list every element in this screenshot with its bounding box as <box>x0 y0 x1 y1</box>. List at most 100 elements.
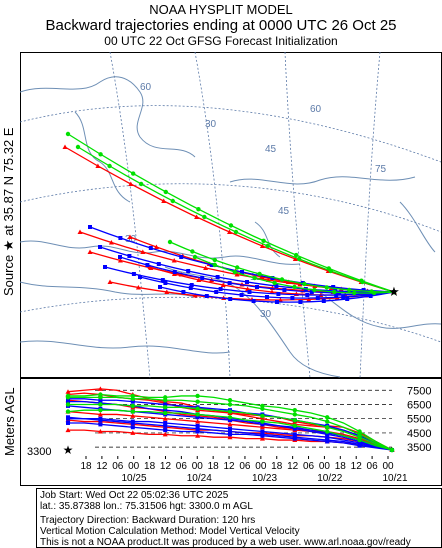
height-marker <box>228 429 232 434</box>
time-tick-label: 18 <box>335 461 347 472</box>
map-marker <box>275 300 279 304</box>
map-marker <box>163 281 168 285</box>
map-marker <box>209 263 214 267</box>
map-marker <box>202 214 207 220</box>
date-tick-label: 10/25 <box>121 473 146 484</box>
disclaimer-text: This is not a NOAA product.It was produc… <box>40 537 411 548</box>
map-marker <box>282 288 287 292</box>
map-marker <box>186 269 191 273</box>
height-marker <box>163 405 168 410</box>
height-marker <box>195 423 200 428</box>
height-marker <box>227 415 233 420</box>
map-marker <box>371 290 377 296</box>
height-marker <box>292 423 297 429</box>
map-marker <box>131 272 136 276</box>
map-marker <box>228 297 233 301</box>
map-marker <box>240 270 244 274</box>
map-marker <box>391 289 397 295</box>
map-marker <box>285 279 291 284</box>
map-marker <box>265 243 270 249</box>
height-marker <box>97 386 103 391</box>
grid-label: 30 <box>125 234 137 245</box>
height-marker <box>163 420 168 425</box>
gridline-3 <box>109 52 151 378</box>
source-star-marker: ★ <box>388 284 400 299</box>
height-marker <box>292 417 297 423</box>
height-marker <box>65 402 71 407</box>
grid-label: 45 <box>265 144 277 155</box>
map-frame <box>20 52 442 378</box>
map-marker <box>352 290 357 296</box>
time-tick-label: 12 <box>96 461 108 472</box>
height-marker <box>98 418 103 423</box>
coastline-6 <box>399 201 436 253</box>
height-tick-label: 3500 <box>407 442 431 454</box>
height-marker <box>325 439 330 444</box>
map-marker <box>228 223 234 228</box>
height-marker <box>260 433 265 438</box>
time-tick-label: 18 <box>144 461 156 472</box>
grid-label: 60 <box>310 104 322 115</box>
date-tick-label: 10/23 <box>252 473 277 484</box>
map-marker <box>334 293 339 297</box>
coastline-1 <box>74 111 131 203</box>
coastline-7 <box>20 340 231 354</box>
map-marker <box>62 144 68 149</box>
height-marker <box>97 429 103 434</box>
map-marker <box>196 207 201 212</box>
chart-title-line1: NOAA HYSPLIT MODEL <box>149 2 293 17</box>
gridline-4 <box>194 52 231 378</box>
map-marker <box>190 249 195 254</box>
map-marker <box>118 236 123 240</box>
height-marker <box>195 393 200 399</box>
map-marker <box>233 229 239 235</box>
height-source-star: ★ <box>63 443 74 457</box>
map-marker <box>306 297 312 302</box>
map-marker <box>360 279 365 285</box>
height-marker <box>195 429 200 434</box>
trajectory-paths <box>62 131 397 304</box>
time-tick-label: 00 <box>255 461 267 472</box>
time-tick-label: 00 <box>128 461 140 472</box>
map-marker <box>270 276 275 280</box>
height-marker <box>259 436 265 441</box>
height-marker <box>195 399 200 404</box>
map-marker <box>118 255 122 259</box>
time-tick-label: 00 <box>192 461 204 472</box>
map-marker <box>200 276 205 280</box>
time-tick-labels: 18 12 06 00 18 12 06 00 18 12 06 00 18 12 06 00 18 12 06 00… <box>80 456 408 484</box>
height-tick-label: 4500 <box>407 428 431 440</box>
height-tick-label: 6500 <box>407 399 431 411</box>
height-marker <box>227 402 233 407</box>
coastline-5 <box>229 176 416 185</box>
map-marker <box>247 290 252 294</box>
chart-title: Backward trajectories ending at 0000 UTC… <box>45 17 397 34</box>
height-marker <box>130 420 135 425</box>
height-marker <box>130 409 135 414</box>
map-marker <box>321 299 326 303</box>
map-marker <box>75 144 81 150</box>
map-marker <box>181 290 186 294</box>
height-marker <box>66 399 70 404</box>
height-marker <box>195 419 201 424</box>
start-height-label: 3300 <box>27 446 51 458</box>
map-marker <box>251 299 256 303</box>
map-marker <box>315 296 320 300</box>
time-tick-label: 00 <box>319 461 331 472</box>
map-marker <box>272 280 277 286</box>
map-marker <box>292 256 298 261</box>
height-marker <box>227 398 233 403</box>
map-marker <box>196 277 202 282</box>
height-marker <box>98 407 103 413</box>
time-tick-label: 18 <box>271 461 283 472</box>
map-marker <box>324 285 329 290</box>
height-marker <box>97 411 103 417</box>
height-marker <box>325 435 330 440</box>
map-marker <box>227 229 232 234</box>
gridline-5 <box>284 52 311 378</box>
height-marker <box>227 434 233 440</box>
height-marker <box>130 430 136 435</box>
map-marker <box>239 293 244 297</box>
height-marker <box>98 395 103 400</box>
coastline-3 <box>20 281 196 298</box>
